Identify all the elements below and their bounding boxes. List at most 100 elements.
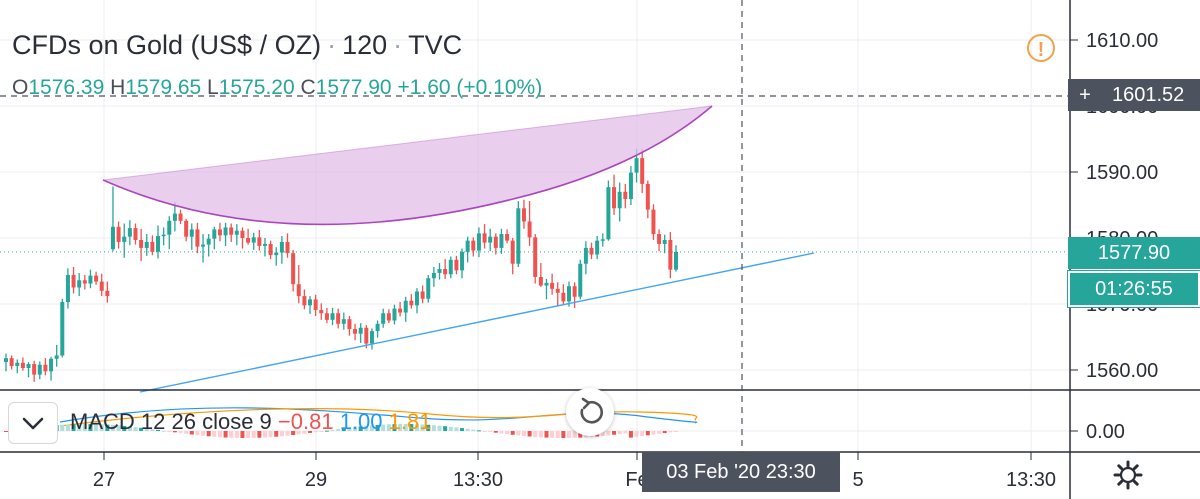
macd-histogram-bar	[217, 431, 222, 438]
candle-body	[482, 233, 487, 243]
macd-histogram-bar	[657, 431, 662, 434]
candle-body	[206, 238, 211, 245]
macd-histogram-bar	[189, 431, 194, 435]
macd-histogram-bar	[223, 431, 228, 438]
macd-histogram-bar	[493, 431, 498, 433]
macd-params: 12 26 close 9	[140, 409, 272, 434]
candle-body	[634, 158, 639, 173]
candle-body	[651, 209, 656, 235]
candle	[217, 222, 222, 242]
candle-body	[578, 263, 583, 297]
candle	[167, 216, 172, 250]
macd-histogram-bar	[308, 431, 313, 433]
candle-body	[88, 275, 93, 284]
macd-histogram-bar	[392, 424, 397, 431]
candle	[268, 240, 273, 260]
macd-label[interactable]: MACD	[70, 409, 135, 434]
macd-histogram-bar	[88, 424, 93, 431]
macd-histogram-bar	[60, 424, 65, 431]
macd-histogram-bar	[268, 431, 273, 438]
candle	[178, 209, 183, 225]
time-axis: 27 29 13:30 Fe 5 13:30	[93, 452, 1056, 491]
candle	[426, 274, 431, 303]
macd-histogram-bar	[612, 431, 617, 435]
settings-button[interactable]	[1113, 460, 1143, 495]
support-trendline	[0, 251, 1070, 393]
candle	[628, 166, 633, 205]
candle-body	[15, 362, 20, 367]
candle-body	[144, 241, 149, 248]
macd-histogram-bar	[617, 431, 622, 435]
candle	[94, 271, 99, 285]
open-key: O	[12, 76, 29, 99]
interval-label[interactable]: 120	[342, 30, 388, 60]
candle-body	[110, 226, 115, 250]
macd-histogram-bar	[274, 431, 279, 437]
candle-body	[600, 239, 605, 241]
change-value: +1.60 (+0.10%)	[397, 76, 543, 99]
macd-histogram-bar	[105, 424, 110, 431]
macd-histogram-bar	[353, 427, 358, 431]
candle	[595, 236, 600, 260]
candle	[544, 278, 549, 300]
candle-body	[4, 358, 8, 363]
collapse-indicator-button[interactable]	[8, 402, 58, 444]
candle-body	[645, 183, 650, 210]
candle-body	[94, 275, 99, 282]
candle	[172, 202, 177, 232]
candle-body	[223, 227, 228, 236]
price-tick-label: 1590.00	[1086, 162, 1158, 184]
open-value: 1576.39	[28, 76, 105, 99]
close-value: 1577.90	[315, 76, 392, 99]
candle-body	[426, 278, 431, 299]
macd-histogram-bar	[167, 431, 172, 432]
pattern-fill	[103, 106, 712, 225]
candle-body	[358, 327, 363, 334]
candle-body	[195, 229, 200, 247]
candle	[234, 224, 239, 246]
macd-hist-value: −0.81	[277, 409, 334, 434]
candle-body	[172, 213, 177, 221]
macd-histogram-bar	[156, 430, 161, 432]
macd-histogram-bar	[71, 424, 76, 431]
reset-icon	[580, 397, 604, 424]
reset-chart-button[interactable]	[566, 388, 614, 436]
candle-body	[657, 234, 662, 244]
crosshair-price-label: + 1601.52	[1068, 79, 1200, 111]
candle-body	[612, 187, 617, 209]
candle	[612, 174, 617, 215]
candle-body	[375, 323, 380, 332]
macd-histogram-bar	[409, 424, 414, 431]
candle	[144, 234, 149, 256]
macd-signal-value: 1.81	[388, 409, 432, 434]
crosshair-plus-icon[interactable]: +	[1079, 84, 1091, 106]
candle	[15, 359, 20, 374]
macd-histogram-bar	[122, 425, 127, 431]
candle	[448, 256, 453, 279]
warning-icon[interactable]: !	[1027, 34, 1055, 62]
macd-histogram-bar	[291, 431, 296, 436]
macd-histogram-bar	[296, 431, 301, 435]
candle	[437, 263, 442, 280]
candle-body	[251, 237, 256, 243]
candle	[77, 272, 82, 297]
price-tick-label: 1560.00	[1086, 360, 1158, 382]
candle	[364, 325, 369, 349]
candle	[403, 296, 408, 322]
source-label: TVC	[408, 30, 463, 60]
macd-histogram-bar	[460, 428, 465, 431]
macd-histogram-bar	[488, 431, 493, 432]
candle	[521, 199, 526, 229]
macd-histogram-bar	[516, 431, 521, 436]
candle-body	[533, 237, 538, 277]
macd-histogram-bar	[127, 426, 132, 431]
countdown-label: 01:26:55	[1068, 271, 1200, 307]
macd-line-value: 1.00	[339, 409, 383, 434]
macd-histogram-bar	[116, 425, 121, 431]
candle	[65, 268, 70, 309]
candle-body	[623, 191, 628, 200]
macd-histogram-bar	[386, 424, 391, 431]
macd-histogram-bar	[4, 431, 8, 432]
candle	[662, 234, 667, 254]
